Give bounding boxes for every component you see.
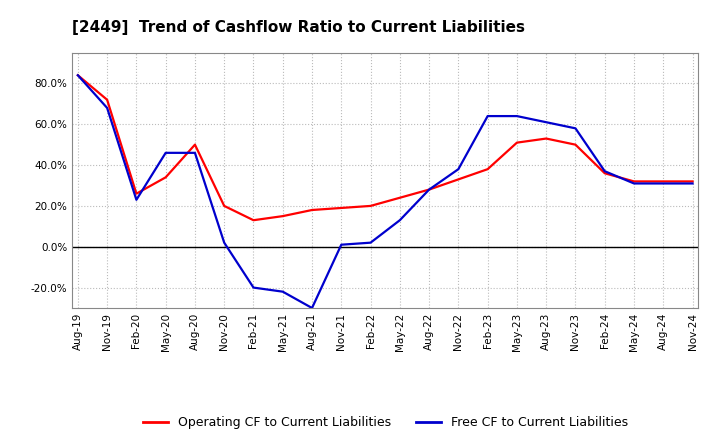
Legend: Operating CF to Current Liabilities, Free CF to Current Liabilities: Operating CF to Current Liabilities, Fre… xyxy=(138,411,633,434)
Text: [2449]  Trend of Cashflow Ratio to Current Liabilities: [2449] Trend of Cashflow Ratio to Curren… xyxy=(72,20,525,35)
